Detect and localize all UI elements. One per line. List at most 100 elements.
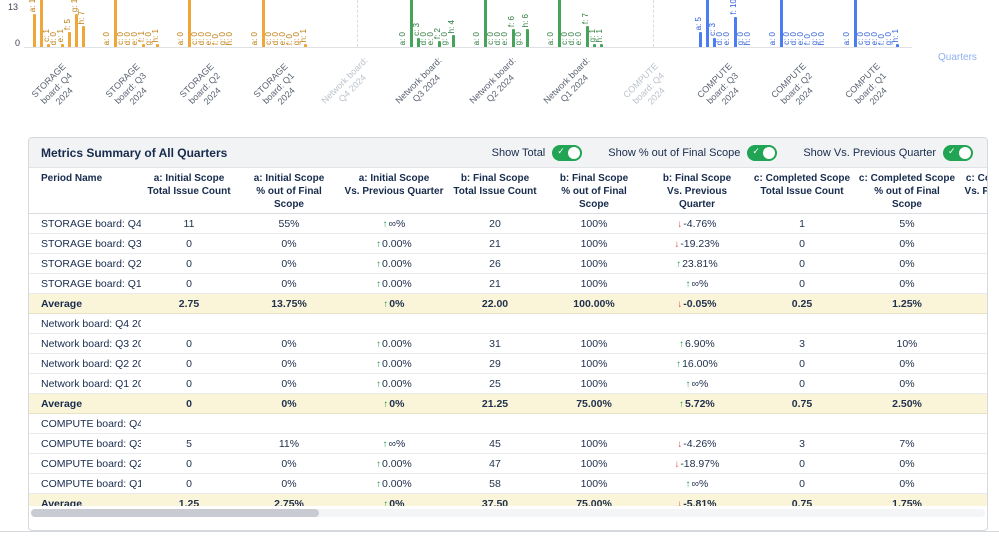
chart-group-4: a: 0b: 21c: 0d: 0e: 0f: 0g: 0h: 1 <box>246 0 320 47</box>
col-header-name: Period Name <box>29 168 141 214</box>
bar-value-label: a: 5 <box>694 16 703 30</box>
header-row: Period Name a: Initial Scope Total Issue C… <box>29 168 987 214</box>
bar-value-label: h: 0 <box>225 31 234 45</box>
cell-a_vs: ↑0.00% <box>341 233 447 254</box>
arrow-down-icon: ↓ <box>674 238 680 250</box>
bar-b <box>262 0 265 47</box>
cell-a_pct: 0% <box>237 373 341 394</box>
toggle-show-total[interactable] <box>552 144 583 161</box>
toggle-group: Show % out of Final Scope <box>608 144 778 161</box>
bar-value-label: e: 0 <box>500 31 509 45</box>
bar-h <box>156 44 159 47</box>
cell-c_vs <box>959 233 987 254</box>
bar-g <box>75 14 78 47</box>
cell-c_total: 0 <box>749 473 855 494</box>
bar-value-label: a: 0 <box>176 31 185 45</box>
cell-c_total: 0.75 <box>749 393 855 414</box>
cell-c_pct: 2.50% <box>855 393 959 414</box>
cell-b_total: 45 <box>447 433 543 454</box>
cell-name: Network board: Q3 2024 <box>29 333 141 354</box>
bar-value-label: h: 1 <box>151 28 160 42</box>
cell-a_total: 1.25 <box>141 493 237 506</box>
cell-a_total: 2.75 <box>141 293 237 314</box>
cell-b_total: 47 <box>447 453 543 474</box>
cell-c_pct: 10% <box>855 333 959 354</box>
cell-name: Network board: Q2 2024 <box>29 353 141 374</box>
cell-c_total: 3 <box>749 333 855 354</box>
bar-h <box>304 44 307 47</box>
bar-value-label: a: 0 <box>768 31 777 45</box>
toggle-group: Show Total <box>492 144 583 161</box>
chart-group-2: a: 0b: 21c: 0d: 0e: 0f: 1g: 0h: 1 <box>98 0 172 47</box>
cell-c_total: 0 <box>749 233 855 254</box>
col-header-a_total: a: Initial Scope Total Issue Count <box>141 168 237 214</box>
table-row: COMPUTE board: Q2 202400%↑0.00%47100%↓-1… <box>29 453 987 474</box>
cell-name: STORAGE board: Q2 2024 <box>29 253 141 274</box>
cell-c_total: 0 <box>749 353 855 374</box>
cell-c_total <box>749 413 855 434</box>
chart-group-6: a: 0b: 31c: 3d: 0e: 0f: 2g: 0h: 4 <box>394 0 468 47</box>
cell-a_vs: ↑0% <box>341 293 447 314</box>
cell-c_vs <box>959 353 987 374</box>
cell-b_pct: 100.00% <box>543 293 645 314</box>
horizontal-scrollbar-thumb[interactable] <box>31 509 319 517</box>
cell-b_total <box>447 313 543 334</box>
cell-a_total <box>141 313 237 334</box>
cell-b_total: 21.25 <box>447 393 543 414</box>
cell-c_pct: 5% <box>855 213 959 234</box>
bar-b <box>410 0 413 47</box>
cell-a_vs: ↑0.00% <box>341 473 447 494</box>
cell-c_pct: 0% <box>855 453 959 474</box>
x-axis-label: STORAGE board: Q2 2024 <box>177 61 223 107</box>
cell-c_pct <box>855 413 959 434</box>
col-header-a_vs: a: Initial Scope Vs. Previous Quarter <box>341 168 447 214</box>
section-row: Network board: Q4 2024 <box>29 313 987 334</box>
cell-a_total: 0 <box>141 373 237 394</box>
col-header-a_pct: a: Initial Scope% out of Final Scope <box>237 168 341 214</box>
x-axis-label: COMPUTE board: Q4 2024 <box>621 61 667 107</box>
chart-group-7: a: 0b: 29c: 0d: 0e: 0f: 6g: 0h: 6 <box>468 0 542 47</box>
toggle-label: Show Vs. Previous Quarter <box>803 146 936 159</box>
bar-b <box>854 0 857 47</box>
cell-c_total: 1 <box>749 213 855 234</box>
table-row: Network board: Q1 202400%↑0.00%25100%↑∞%… <box>29 373 987 394</box>
x-axis-label: Network board: Q4 2024 <box>319 55 370 106</box>
x-axis-title: Quarters <box>938 52 977 63</box>
cell-c_pct: 7% <box>855 433 959 454</box>
arrow-down-icon: ↓ <box>677 498 683 507</box>
chart-group-5 <box>320 0 394 47</box>
chart-plot: a: 11b: 20c: 1d: 0e: 1f: 5g: 11h: 7a: 0b… <box>24 0 912 48</box>
average-row: Average 0 0% ↑0% 21.25 75.00% ↑5.72% 0.75 2.50% <box>29 393 987 414</box>
cell-b_pct: 100% <box>543 433 645 454</box>
cell-a_pct: 55% <box>237 213 341 234</box>
cell-c_total: 3 <box>749 433 855 454</box>
bar-f <box>142 44 145 47</box>
cell-a_total: 0 <box>141 333 237 354</box>
toggle-show-vs-previous-quarter[interactable] <box>943 144 973 161</box>
bar-value-label: e: 1 <box>56 28 65 42</box>
toggle-show-out-of-final-scope[interactable] <box>747 144 778 161</box>
cell-name: Average <box>29 493 141 506</box>
arrow-up-icon: ↑ <box>676 358 682 370</box>
bar-value-label: h: 1 <box>595 28 604 42</box>
cell-b_pct <box>543 313 645 334</box>
x-axis-label: COMPUTE board: Q2 2024 <box>769 61 815 107</box>
horizontal-scrollbar-track[interactable] <box>31 509 985 517</box>
bar-c <box>713 38 716 47</box>
cell-b_vs: ↑∞% <box>645 473 749 494</box>
bar-a <box>699 32 702 47</box>
chart-group-9 <box>616 0 690 47</box>
cell-a_total: 0 <box>141 473 237 494</box>
cell-c_vs <box>959 373 987 394</box>
cell-b_total <box>447 413 543 434</box>
cell-a_pct <box>237 313 341 334</box>
arrow-up-icon: ↑ <box>376 458 381 470</box>
cell-c_vs <box>959 393 987 414</box>
toggle-group: Show Vs. Previous Quarter <box>803 144 973 161</box>
bar-a <box>33 14 36 47</box>
cell-c_vs <box>959 453 987 474</box>
cell-b_vs: ↑∞% <box>645 373 749 394</box>
chart-group-12: a: 0b: 58c: 0d: 0e: 0f: 0g: 0h: 1 <box>838 0 912 47</box>
average-row: Average 1.25 2.75% ↑0% 37.50 75.00% ↓-5.81% 0.7… <box>29 493 987 507</box>
bar-value-label: h: 4 <box>447 19 456 33</box>
